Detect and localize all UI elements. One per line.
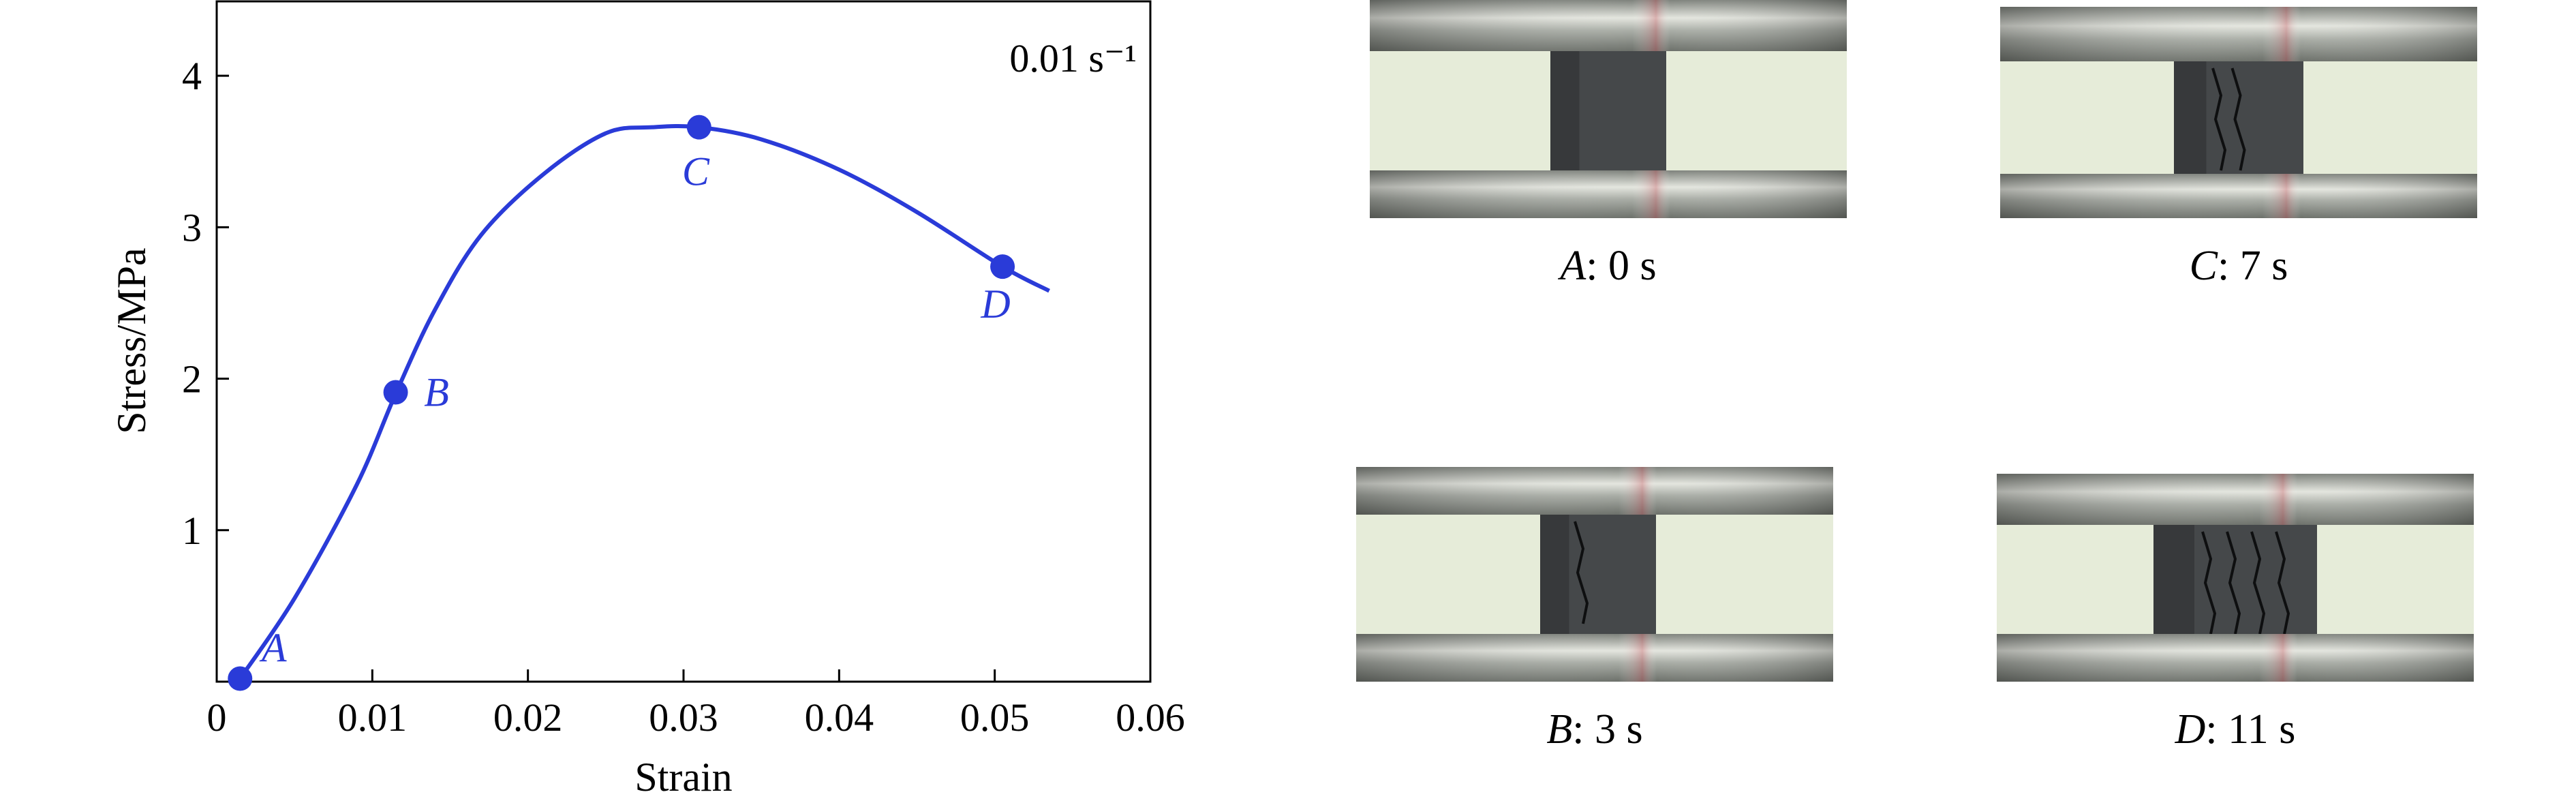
specimen-photo (1997, 474, 2474, 682)
marker-point-c (686, 115, 711, 140)
x-tick-label: 0.06 (1116, 695, 1185, 740)
caption-point-b: B: 3 s (1546, 706, 1643, 753)
y-tick-label: 4 (182, 54, 202, 98)
lower-platen-shade (1370, 170, 1847, 218)
x-tick-label: 0.04 (805, 695, 874, 740)
specimen-crack (2201, 531, 2217, 635)
caption-point-c: C: 7 s (2189, 243, 2288, 289)
specimen-photo (2000, 7, 2477, 218)
caption-point-d: D: 11 s (2175, 706, 2296, 753)
marker-point-b (383, 380, 408, 405)
specimen-shadow (2153, 525, 2194, 634)
stress-strain-curve (238, 123, 1050, 680)
lower-platen-shade (1997, 634, 2474, 682)
specimen-shadow (2174, 61, 2207, 174)
upper-platen-shade (1997, 474, 2474, 525)
specimen-crack (2230, 67, 2246, 171)
photo-point-b (1356, 467, 1833, 682)
x-tick-label: 0 (207, 695, 227, 740)
strain-rate-annotation: 0.01 s⁻¹ (1009, 36, 1137, 80)
specimen-shadow (1540, 515, 1569, 634)
upper-platen-shade (1356, 467, 1833, 515)
x-tick-label: 0.01 (338, 695, 408, 740)
specimen-shadow (1550, 51, 1580, 170)
specimen-crack (2275, 531, 2290, 635)
caption-point-a: A: 0 s (1560, 243, 1657, 289)
x-tick-label: 0.03 (649, 695, 718, 740)
stress-strain-chart: 0 0.01 0.02 0.03 0.04 0.05 0.06 1 2 3 4 Strain Stres… (109, 0, 1185, 800)
x-axis-label: Strain (634, 755, 732, 800)
photo-point-a (1370, 0, 1847, 218)
upper-platen-shade (1370, 0, 1847, 51)
specimen-crack (2250, 531, 2266, 635)
marker-label-a: A (259, 626, 287, 671)
y-tick-label: 1 (182, 509, 202, 553)
y-tick-label: 2 (182, 357, 202, 402)
marker-point-a (228, 666, 253, 691)
marker-label-c: C (682, 149, 710, 194)
y-axis-label: Stress/MPa (109, 247, 154, 434)
specimen-photo (1370, 0, 1847, 218)
upper-platen-shade (2000, 7, 2477, 61)
x-tick-label: 0.02 (493, 695, 563, 740)
marker-point-d (990, 254, 1015, 279)
specimen-crack (2226, 531, 2241, 635)
plot-area: 0 0.01 0.02 0.03 0.04 0.05 0.06 1 2 3 4 Strain Stres… (109, 0, 1185, 800)
specimen-crack (1574, 521, 1589, 624)
lower-platen-shade (1356, 634, 1833, 682)
photo-point-d (1997, 474, 2474, 682)
specimen-photo (1356, 467, 1833, 682)
lower-platen-shade (2000, 174, 2477, 218)
x-tick-label: 0.05 (960, 695, 1030, 740)
specimen-crack (2211, 67, 2227, 171)
y-tick-label: 3 (182, 205, 202, 249)
photo-point-c (2000, 7, 2477, 218)
marker-label-b: B (424, 370, 449, 415)
plot-frame (215, 0, 1152, 683)
marker-label-d: D (980, 282, 1010, 327)
